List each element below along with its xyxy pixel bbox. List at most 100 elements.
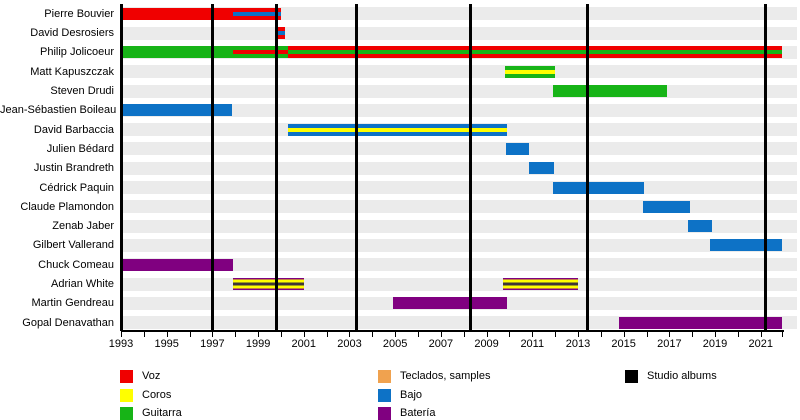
plot-left-border	[120, 4, 123, 331]
member-name-label: Claude Plamondon	[20, 200, 114, 213]
member-name-label: Zenab Jaber	[52, 220, 114, 233]
row-band	[121, 258, 797, 272]
timeline-bar	[528, 162, 554, 175]
axis-year-label: 1997	[200, 338, 225, 350]
axis-tick	[418, 332, 420, 337]
legend-swatch-bateria	[378, 407, 391, 420]
axis-tick	[235, 332, 237, 337]
axis-tick	[737, 332, 739, 337]
timeline-bar	[643, 200, 690, 213]
timeline-bar	[552, 85, 668, 97]
timeline-bar	[121, 104, 232, 117]
timeline-bar	[710, 239, 782, 252]
timeline-bar	[619, 316, 782, 329]
axis-tick	[715, 332, 717, 337]
axis-tick	[258, 332, 260, 337]
axis-tick	[577, 332, 579, 337]
axis-tick	[121, 332, 122, 337]
row-band	[121, 26, 797, 40]
timeline-bar	[277, 27, 286, 40]
legend-label: Bajo	[400, 388, 423, 401]
legend-swatch-guitarra	[120, 407, 133, 420]
timeline-bar	[287, 123, 508, 136]
axis-tick	[760, 332, 762, 337]
legend-label: Batería	[400, 407, 436, 419]
axis-tick	[463, 332, 465, 337]
axis-tick	[143, 332, 145, 337]
row-band	[121, 181, 797, 194]
member-name-label: Julien Bédard	[46, 142, 114, 155]
axis-year-label: 2013	[565, 338, 591, 350]
axis-tick	[692, 332, 694, 337]
axis-year-label: 2017	[657, 338, 682, 350]
axis-tick	[532, 332, 534, 337]
axis-year-label: 2009	[474, 338, 499, 350]
legend-label: Guitarra	[142, 407, 182, 419]
member-name-label: Justin Brandreth	[33, 162, 114, 175]
axis-tick	[623, 332, 625, 337]
studio-album-line	[469, 4, 473, 331]
axis-year-label: 2019	[702, 338, 728, 350]
studio-album-line	[210, 4, 214, 331]
studio-album-line	[585, 4, 589, 331]
member-name-label: Gilbert Vallerand	[32, 239, 114, 252]
row-band	[121, 84, 797, 98]
row-band	[121, 238, 797, 252]
legend-swatch-voz	[120, 370, 133, 383]
member-name-label: David Barbaccia	[33, 123, 114, 136]
member-name-label: Steven Drudi	[50, 85, 114, 97]
axis-tick	[440, 332, 442, 337]
legend-swatch-coros	[120, 388, 133, 402]
axis-tick	[372, 332, 374, 337]
member-name-label: Matt Kapuszczak	[30, 65, 114, 78]
axis-tick	[166, 332, 168, 337]
row-band	[121, 161, 797, 175]
timeline-bar	[504, 65, 556, 78]
axis-year-label: 2001	[291, 338, 317, 350]
member-name-label: David Desrosiers	[30, 27, 114, 40]
legend-label: Teclados, samples	[400, 370, 491, 382]
legend-swatch-bajo	[378, 388, 391, 402]
timeline-bar	[121, 7, 233, 20]
axis-year-label: 2005	[382, 338, 408, 350]
axis-tick	[555, 332, 557, 337]
timeline-bar	[232, 278, 304, 290]
timeline-bar	[552, 181, 645, 194]
timeline-bar	[505, 142, 529, 155]
timeline-bar	[502, 278, 578, 290]
member-name-label: Gopal Denavathan	[22, 316, 114, 329]
timeline-bar	[121, 46, 233, 59]
member-name-label: Adrian White	[51, 278, 114, 290]
axis-tick	[303, 332, 305, 337]
row-band	[121, 200, 797, 214]
axis-year-label: 1995	[154, 338, 179, 350]
axis-tick	[212, 332, 214, 337]
member-name-label: Pierre Bouvier	[44, 7, 114, 20]
member-name-label: Martin Gendreau	[31, 297, 114, 310]
timeline-bar	[392, 297, 508, 310]
axis-tick	[326, 332, 328, 337]
legend-swatch-albums	[625, 370, 638, 383]
axis-year-label: 1999	[245, 338, 271, 350]
legend-swatch-teclados	[378, 370, 391, 383]
timeline-bar	[287, 46, 782, 59]
axis-tick	[189, 332, 191, 337]
row-band	[121, 65, 797, 79]
x-axis-line	[121, 330, 784, 332]
member-name-label: Jean-Sébastien Boileau	[0, 104, 117, 117]
axis-year-label: 2015	[611, 338, 636, 350]
axis-year-label: 2021	[748, 338, 773, 350]
timeline-bar	[232, 46, 288, 59]
axis-tick	[395, 332, 397, 337]
axis-tick	[782, 332, 783, 337]
axis-tick	[646, 332, 648, 337]
member-name-label: Philip Jolicoeur	[40, 46, 114, 59]
axis-year-label: 2007	[428, 338, 454, 350]
axis-tick	[486, 332, 488, 337]
axis-tick	[349, 332, 351, 337]
member-name-label: Cédrick Paquin	[39, 181, 114, 194]
axis-tick	[669, 332, 671, 337]
row-band	[121, 142, 797, 156]
legend-label: Studio albums	[647, 370, 717, 382]
